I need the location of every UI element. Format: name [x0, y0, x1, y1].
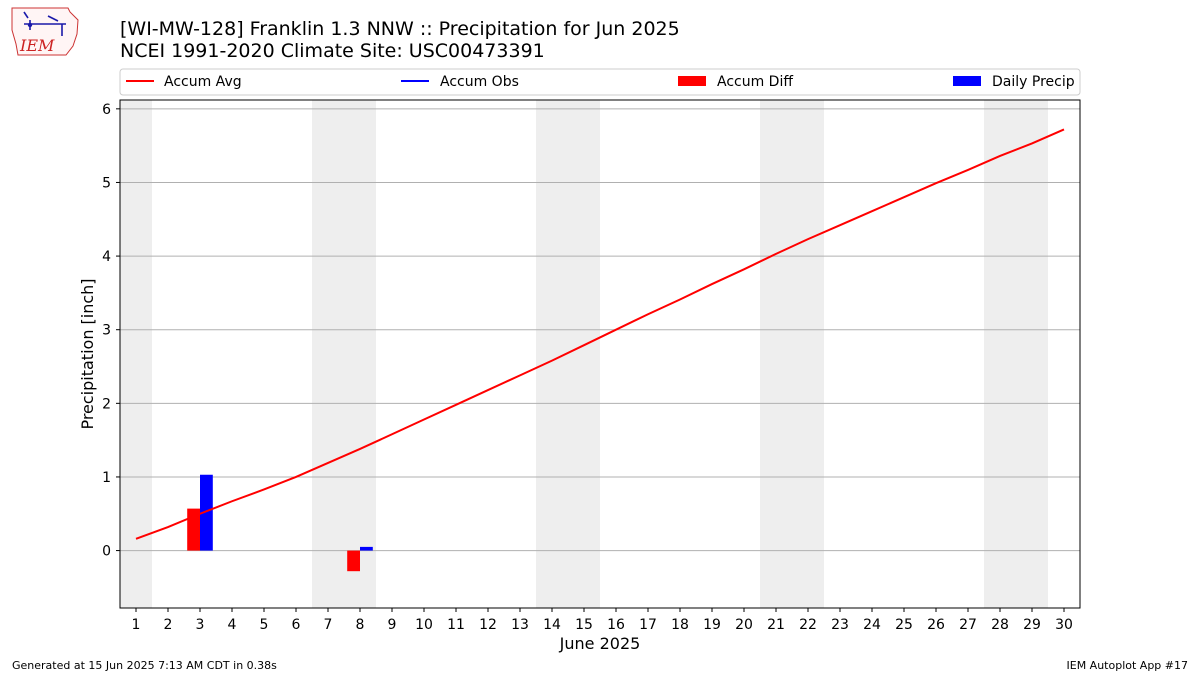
x-tick-label: 1: [132, 617, 141, 633]
x-tick-label: 25: [895, 617, 913, 633]
legend-label-accum-obs: Accum Obs: [440, 74, 519, 90]
x-tick-label: 24: [863, 617, 881, 633]
weekend-band: [568, 100, 600, 608]
weekend-band: [312, 100, 344, 608]
y-tick-label: 3: [102, 323, 111, 339]
legend-swatch-daily-precip: [953, 76, 981, 86]
y-tick-label: 6: [102, 102, 111, 118]
x-tick-label: 17: [639, 617, 657, 633]
legend-label-accum-diff: Accum Diff: [717, 74, 793, 90]
legend-label-accum-avg: Accum Avg: [164, 74, 242, 90]
weekend-band: [536, 100, 568, 608]
series-lines: [135, 128, 1065, 540]
accum-diff-bar: [187, 508, 200, 551]
plot-frame: [119, 99, 1081, 609]
accum-diff-bar: [347, 550, 360, 572]
y-axis-ticks: 0 1 2 3 4 5 6: [102, 102, 120, 560]
x-tick-label: 10: [415, 617, 433, 633]
x-tick-label: 21: [767, 617, 785, 633]
y-tick-label: 2: [102, 396, 111, 412]
y-tick-label: 4: [102, 249, 111, 265]
x-tick-label: 18: [671, 617, 689, 633]
legend-label-daily-precip: Daily Precip: [992, 74, 1075, 90]
legend-swatch-accum-diff: [678, 76, 706, 86]
weekend-band: [984, 100, 1016, 608]
x-tick-label: 23: [831, 617, 849, 633]
x-tick-label: 9: [388, 617, 397, 633]
x-axis-ticks: 1 2 3 4 5 6 7 8 9 10 11 12 13 14 15 16 17 18 19 20 21 22 23 24 2…: [132, 608, 1073, 633]
grid-lines: [120, 108, 1080, 552]
y-tick-label: 0: [102, 544, 111, 560]
logo-text: IEM: [19, 36, 55, 55]
bars: [187, 474, 373, 572]
x-tick-label: 30: [1055, 617, 1073, 633]
x-tick-label: 15: [575, 617, 593, 633]
chart-title-line1: [WI-MW-128] Franklin 1.3 NNW :: Precipit…: [120, 18, 680, 40]
x-tick-label: 2: [164, 617, 173, 633]
x-tick-label: 3: [196, 617, 205, 633]
chart-title-line2: NCEI 1991-2020 Climate Site: USC00473391: [120, 40, 545, 62]
y-tick-label: 5: [102, 175, 111, 191]
legend-frame: [119, 68, 1081, 96]
x-tick-label: 19: [703, 617, 721, 633]
footer-generated: Generated at 15 Jun 2025 7:13 AM CDT in …: [12, 659, 277, 672]
x-tick-label: 5: [260, 617, 269, 633]
x-tick-label: 4: [228, 617, 237, 633]
weekend-band: [792, 100, 824, 608]
x-tick-label: 29: [1023, 617, 1041, 633]
weekend-bands: [120, 100, 1048, 608]
x-tick-label: 26: [927, 617, 945, 633]
station-dot: [27, 22, 33, 28]
weekend-band: [1016, 100, 1048, 608]
weekend-band: [120, 100, 152, 608]
x-axis-label: June 2025: [559, 634, 641, 653]
daily-precip-bar: [200, 474, 213, 551]
x-tick-label: 16: [607, 617, 625, 633]
x-tick-label: 27: [959, 617, 977, 633]
x-tick-label: 11: [447, 617, 465, 633]
accum-avg-line: [135, 128, 1065, 540]
iem-logo: IEM: [11, 7, 79, 56]
weekend-band: [344, 100, 376, 608]
x-tick-label: 8: [356, 617, 365, 633]
weekend-band: [760, 100, 792, 608]
x-tick-label: 22: [799, 617, 817, 633]
x-tick-label: 20: [735, 617, 753, 633]
daily-precip-bar: [360, 546, 373, 551]
x-tick-label: 13: [511, 617, 529, 633]
iowa-state-outline: [11, 7, 79, 56]
footer-app-id: IEM Autoplot App #17: [1067, 659, 1189, 672]
y-tick-label: 1: [102, 470, 111, 486]
x-tick-label: 12: [479, 617, 497, 633]
x-tick-label: 6: [292, 617, 301, 633]
y-axis-label: Precipitation [inch]: [78, 278, 97, 429]
legend: Accum Avg Accum Obs Accum Diff Daily Pre…: [119, 68, 1081, 96]
x-tick-label: 7: [324, 617, 333, 633]
x-tick-label: 14: [543, 617, 561, 633]
x-tick-label: 28: [991, 617, 1009, 633]
